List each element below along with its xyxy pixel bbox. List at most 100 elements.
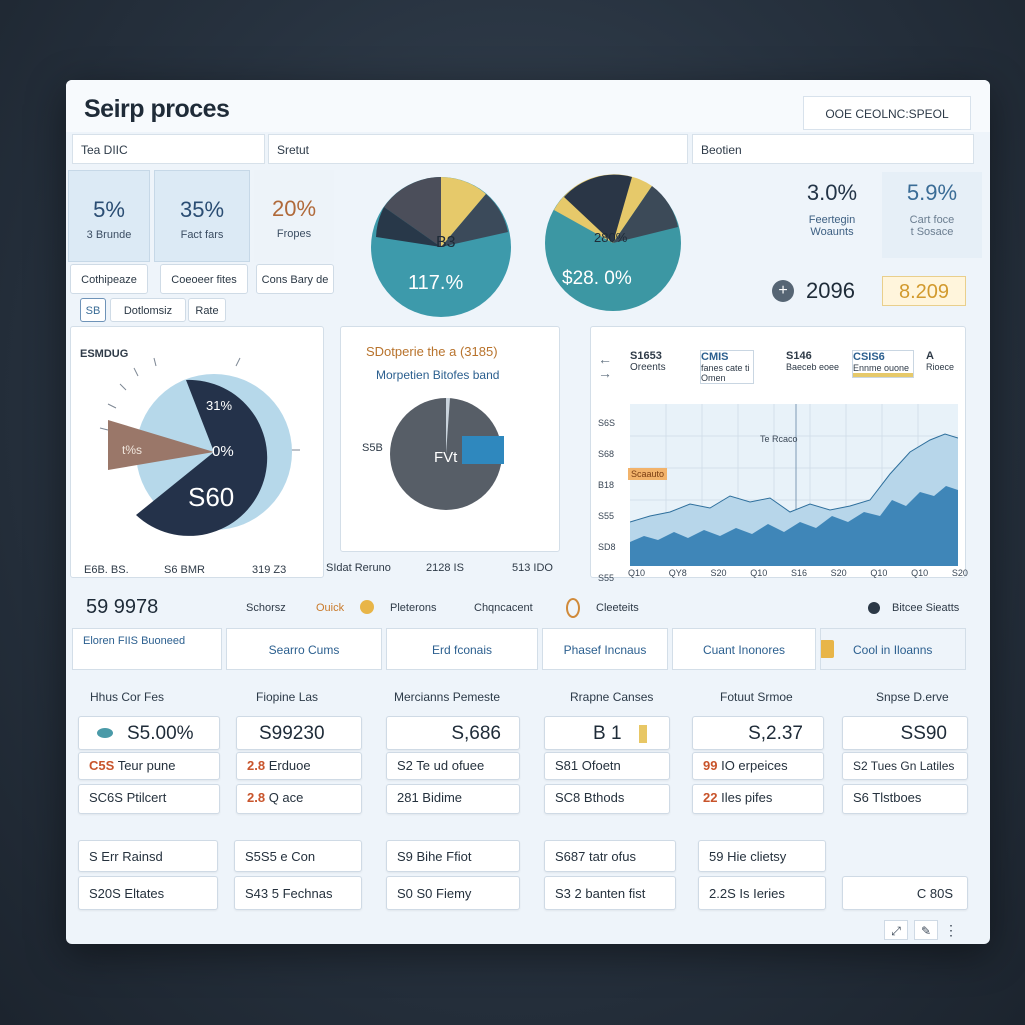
kpi-tile-2[interactable]: 35% Fact fars	[154, 170, 250, 262]
value-card[interactable]: S,2.37	[692, 716, 824, 750]
x-tick-label: Q10	[628, 568, 646, 578]
y-axis-labels: S6S S68 B18 S55 SD8 S55	[598, 408, 616, 594]
summary-item-4[interactable]: Chqncacent	[474, 602, 533, 614]
page-title: Seirp proces	[84, 95, 230, 123]
table-row[interactable]: C5S Teur pune	[78, 752, 220, 780]
edit-icon[interactable]: ✎	[914, 920, 938, 940]
bottom-row-cell[interactable]: S20S Eltates	[78, 876, 218, 910]
column-value: S99230	[259, 723, 325, 744]
x-tick-label: Q10	[750, 568, 768, 578]
kpi-tile-4[interactable]: 3.0% Feertegin Woaunts	[786, 172, 878, 258]
value-card[interactable]: SS90	[842, 716, 968, 750]
row-label: Teur pune	[117, 758, 176, 773]
pie1-slice-gold	[441, 177, 486, 247]
column-header: Fotuut Srmoe	[720, 690, 793, 704]
bar-icon	[639, 725, 647, 743]
bottom-row-cell[interactable]: S687 tatr ofus	[544, 840, 676, 872]
bottom-row-cell[interactable]: S3 2 banten fist	[544, 876, 676, 910]
kpi-label: Fact fars	[180, 229, 224, 241]
value-card[interactable]: S5.00%	[78, 716, 220, 750]
summary-item-5[interactable]: Cleeteits	[596, 602, 639, 614]
kpi-label: Feertegin Woaunts	[808, 214, 856, 238]
expand-icon[interactable]: ⤢	[884, 920, 908, 940]
row-label: Iles pifes	[721, 790, 773, 805]
table-row[interactable]: 22 Iles pifes	[692, 784, 824, 814]
section-tab-4[interactable]: Phasef Incnaus	[542, 628, 668, 670]
compare-button[interactable]: Cothipeaze	[70, 264, 148, 294]
kpi-tile-5[interactable]: 5.9% Cart foce t Sosace	[882, 172, 982, 258]
nav-arrows-icon[interactable]: ← →	[598, 351, 612, 381]
tab-stats[interactable]: Sretut	[268, 134, 688, 164]
bottom-row-cell[interactable]: C 80S	[842, 876, 968, 910]
y-tick-label: S55	[598, 511, 615, 521]
add-icon[interactable]: +	[772, 280, 794, 302]
middle-chart-subtitle: Morpetien Bitofes band	[376, 368, 500, 382]
legend-item[interactable]: CSIS6 Ennme ouone	[852, 350, 914, 378]
download-button[interactable]: Dotlomsiz	[110, 298, 186, 322]
donut-footer-2: S6 BMR	[164, 564, 205, 576]
middle-footer-2: 2128 IS	[426, 562, 464, 574]
bottom-row-cell[interactable]: 59 Hie clietsy	[698, 840, 826, 872]
section-tab-2[interactable]: Searro Cums	[226, 628, 382, 670]
bottom-row-cell[interactable]: S Err Rainsd	[78, 840, 218, 872]
y-tick-label: S6S	[598, 418, 616, 428]
kpi-tile-3[interactable]: 20% Fropes	[254, 170, 334, 262]
table-row[interactable]: S81 Ofoetn	[544, 752, 670, 780]
grid-icon[interactable]: SB	[80, 298, 106, 322]
rate-button[interactable]: Rate	[188, 298, 226, 322]
more-icon[interactable]: ⋮	[944, 922, 958, 938]
legend-item[interactable]: S1653 Oreents	[630, 350, 690, 373]
section-tab-1[interactable]: Eloren FIIS Buoneed	[72, 628, 222, 670]
section-tab-6[interactable]: Cool in Iloanns	[820, 628, 966, 670]
bottom-row-cell[interactable]: S0 S0 Fiemy	[386, 876, 520, 910]
legend-item[interactable]: A Rioece	[926, 350, 962, 372]
row-label: Erduoe	[268, 758, 311, 773]
table-row[interactable]: SC6S Ptilcert	[78, 784, 220, 814]
value-card[interactable]: S,686	[386, 716, 520, 750]
y-tick-label: S55	[598, 573, 615, 583]
pie1-bottom-label: 117.%	[408, 272, 463, 294]
ring-icon	[566, 598, 580, 618]
row-label: 281 Bidime	[397, 790, 463, 805]
value-card[interactable]: S99230	[236, 716, 362, 750]
area-series-dark	[630, 486, 958, 566]
value-card[interactable]: B 1	[544, 716, 670, 750]
table-row[interactable]: SC8 Bthods	[544, 784, 670, 814]
kpi-tile-1[interactable]: 5% 3 Brunde	[68, 170, 150, 262]
table-row[interactable]: 99 IO erpeices	[692, 752, 824, 780]
eye-icon	[97, 728, 113, 738]
summary-item-2[interactable]: Ouick	[316, 602, 345, 614]
range-button[interactable]: Cons Bary de	[256, 264, 334, 294]
bottom-row-cell[interactable]: S43 5 Fechnas	[234, 876, 362, 910]
donut-slice-a-label: 31%	[206, 398, 232, 413]
counter-value: 2096	[806, 278, 855, 303]
bottom-row-cell[interactable]: 2.2S Is Ieries	[698, 876, 826, 910]
donut-chart: 31% 0% S60 t%s	[99, 357, 300, 536]
header-search-field[interactable]: OOE CEOLNC:SPEOL	[803, 96, 971, 130]
donut-tick	[153, 357, 157, 367]
tab-overview[interactable]: Tea DIIC	[72, 134, 265, 164]
legend-item[interactable]: S146 Baeceb eoee	[786, 350, 842, 372]
summary-item-1[interactable]: Schorsz	[246, 602, 286, 614]
bottom-row-cell[interactable]: S9 Bihe Ffiot	[386, 840, 520, 872]
counter-badge: 8.209	[882, 276, 966, 306]
middle-footer-1: SIdat Reruno	[326, 562, 391, 574]
summary-item-3[interactable]: Pleterons	[390, 602, 437, 614]
table-row[interactable]: 2.8 Erduoe	[236, 752, 362, 780]
table-row[interactable]: S2 Tues Gn Latiles	[842, 752, 968, 780]
table-row[interactable]: 281 Bidime	[386, 784, 520, 814]
tab-section[interactable]: Beotien	[692, 134, 974, 164]
bottom-row-cell[interactable]: S5S5 e Con	[234, 840, 362, 872]
donut-slice-c-label: t%s	[122, 443, 142, 457]
middle-footer-3: 513 IDO	[512, 562, 553, 574]
legend-item[interactable]: CMIS fanes cate ti Omen	[700, 350, 754, 384]
table-row[interactable]: S2 Te ud ofuee	[386, 752, 520, 780]
row-label: SC8 Bthods	[555, 790, 625, 805]
filter-button[interactable]: Coeoeer fites	[160, 264, 248, 294]
column-header: Hhus Cor Fes	[90, 690, 165, 704]
section-tab-3[interactable]: Erd fconais	[386, 628, 538, 670]
table-row[interactable]: 2.8 Q ace	[236, 784, 362, 814]
section-tab-5[interactable]: Cuant Inonores	[672, 628, 816, 670]
pie2-top-label: 280%	[594, 230, 628, 245]
table-row[interactable]: S6 Tlstboes	[842, 784, 968, 814]
